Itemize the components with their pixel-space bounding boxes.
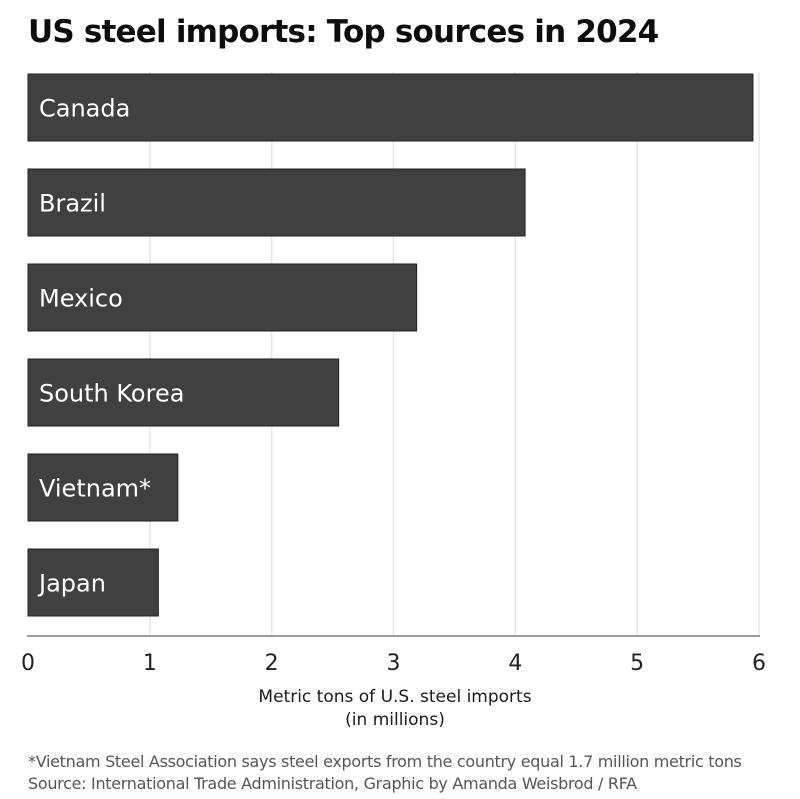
gridlines (149, 72, 760, 636)
bar-label: South Korea (39, 380, 184, 408)
x-axis-label: Metric tons of U.S. steel imports (258, 687, 532, 707)
bar-label: Japan (37, 570, 106, 598)
x-tick-label: 5 (630, 651, 644, 676)
x-tick-label: 4 (508, 651, 522, 676)
bar-label: Mexico (39, 285, 123, 313)
bar (27, 453, 179, 522)
x-tick-label: 6 (752, 651, 766, 676)
bar-chart: Canada Brazil Mexico South Korea Vietnam* Jap… (21, 72, 766, 676)
bar (27, 548, 159, 617)
bar (27, 263, 418, 332)
x-tick-label: 3 (387, 651, 401, 676)
bar (27, 358, 340, 427)
bar-label: Vietnam* (39, 475, 151, 503)
x-axis-sublabel: (in millions) (345, 710, 445, 730)
x-tick-label: 0 (21, 651, 35, 676)
x-tick-label: 2 (265, 651, 279, 676)
source-note: Source: International Trade Administrati… (28, 774, 637, 793)
chart-title: US steel imports: Top sources in 2024 (28, 14, 659, 50)
bar (27, 73, 754, 142)
bar-label: Canada (39, 95, 130, 123)
x-tick-label: 1 (143, 651, 157, 676)
bar (27, 168, 526, 237)
bar-label: Brazil (39, 190, 106, 218)
bars: Canada Brazil Mexico South Korea Vietnam* Jap… (27, 73, 754, 617)
x-axis: 0 1 2 3 4 5 6 (21, 635, 766, 676)
footnote: *Vietnam Steel Association says steel ex… (28, 752, 742, 771)
